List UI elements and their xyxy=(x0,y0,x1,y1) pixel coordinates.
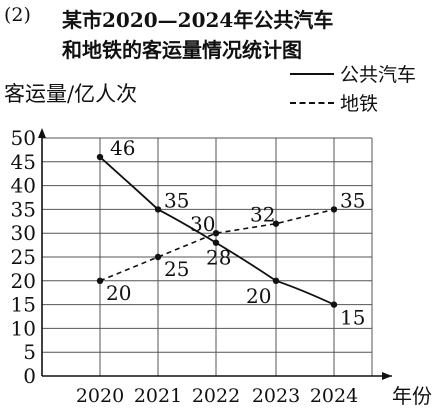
data-label-subway: 32 xyxy=(250,203,275,227)
legend-item-subway: 地铁 xyxy=(290,89,378,116)
y-tick-label: 35 xyxy=(11,197,36,221)
y-tick-label: 20 xyxy=(11,269,36,293)
data-label-bus: 46 xyxy=(110,136,135,160)
y-tick-label: 15 xyxy=(11,293,36,317)
data-label-bus: 15 xyxy=(340,306,365,330)
legend-item-bus: 公共汽车 xyxy=(290,60,416,87)
data-label-subway: 35 xyxy=(340,188,365,212)
point-subway xyxy=(154,253,162,261)
legend-label-bus: 公共汽车 xyxy=(340,64,417,86)
point-subway xyxy=(96,277,104,284)
x-axis-arrow xyxy=(382,372,392,380)
point-bus xyxy=(154,206,162,213)
y-tick-label: 10 xyxy=(11,316,36,340)
point-bus xyxy=(96,153,104,161)
y-tick-label: 45 xyxy=(11,150,36,174)
x-tick-label: 2021 xyxy=(134,385,182,407)
data-label-subway: 25 xyxy=(164,257,189,281)
point-bus xyxy=(272,277,280,284)
data-label-bus: 20 xyxy=(246,284,271,308)
problem-number: (2) xyxy=(4,4,31,26)
x-tick-label: 2024 xyxy=(310,385,358,407)
x-tick-label: 2020 xyxy=(76,385,124,407)
y-axis-label: 客运量/亿人次 xyxy=(4,82,138,106)
point-subway xyxy=(330,206,338,213)
x-tick-label: 2023 xyxy=(252,385,300,407)
data-label-subway: 30 xyxy=(190,212,215,236)
x-axis-label: 年份 xyxy=(392,384,432,408)
point-subway xyxy=(212,230,220,237)
legend-solid-line-swatch xyxy=(290,72,334,75)
y-tick-label: 40 xyxy=(11,174,36,198)
data-label-bus: 35 xyxy=(164,188,189,212)
y-axis-arrow xyxy=(38,128,46,138)
data-label-subway: 20 xyxy=(106,281,131,305)
y-tick-label: 5 xyxy=(23,340,36,364)
legend-dashed-line-swatch xyxy=(290,101,334,104)
y-tick-label: 25 xyxy=(11,245,36,269)
point-subway xyxy=(272,220,280,227)
point-bus xyxy=(212,239,220,246)
y-tick-label: 0 xyxy=(23,364,36,388)
data-label-bus: 28 xyxy=(206,246,231,270)
point-bus xyxy=(330,301,338,308)
chart-title-line-2: 和地铁的客运量情况统计图 xyxy=(62,38,302,62)
y-tick-label: 30 xyxy=(11,221,36,245)
legend-label-subway: 地铁 xyxy=(340,93,379,115)
chart-title-line-1: 某市2020—2024年公共汽车 xyxy=(62,8,334,32)
x-tick-label: 2022 xyxy=(192,385,240,407)
y-tick-label: 50 xyxy=(11,126,36,150)
